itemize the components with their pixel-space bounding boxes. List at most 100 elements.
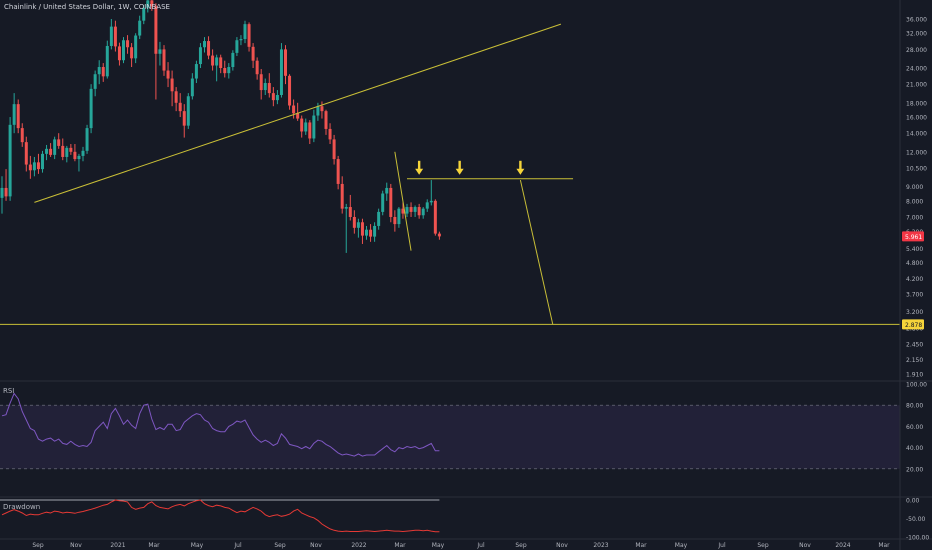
candle-body <box>178 102 182 112</box>
rsi-pane <box>0 392 900 470</box>
time-axis-label: Mar <box>878 542 890 549</box>
candle-body <box>251 46 255 61</box>
candle-body <box>170 78 174 92</box>
time-axis-label: Sep <box>274 542 286 549</box>
candle-body <box>365 229 368 236</box>
candle-body <box>389 187 393 217</box>
candle-body <box>203 41 206 48</box>
last-price-text: 5.961 <box>905 234 922 241</box>
candle-body <box>320 106 324 112</box>
candle-body <box>308 122 312 139</box>
level-price-text: 2.878 <box>905 322 922 329</box>
candle-body <box>219 57 223 69</box>
drawdown-axis-label: 0.00 <box>906 498 920 505</box>
candle-body <box>267 83 271 94</box>
price-axis-label: 24.000 <box>906 66 927 73</box>
candle-body <box>49 148 53 155</box>
candle-body <box>336 159 340 184</box>
drawdown-line <box>1 499 440 533</box>
time-axis-label: Sep <box>515 542 527 549</box>
candle-body <box>109 26 113 46</box>
candle-body <box>190 78 194 97</box>
price-axis-label: 32.000 <box>906 31 927 38</box>
drawdown-pane <box>0 499 440 533</box>
candle-body <box>130 47 134 59</box>
time-axis-label: Jul <box>476 542 485 549</box>
arrow-shaft <box>458 160 461 170</box>
candle-body <box>296 113 300 119</box>
candle-body <box>324 111 328 129</box>
time-axis-label: Sep <box>32 542 44 549</box>
price-axis-label: 4.200 <box>906 276 923 283</box>
candle-body <box>182 111 186 126</box>
candle-body <box>150 0 154 7</box>
price-axis-label: 3.700 <box>906 292 923 299</box>
candle-body <box>12 104 16 125</box>
candle-body <box>405 207 409 214</box>
time-axis-label: 2022 <box>351 542 366 549</box>
candle-body <box>28 164 32 171</box>
candle-body <box>284 49 287 76</box>
candle-body <box>53 139 57 155</box>
drop-line-left <box>394 151 412 251</box>
candle-body <box>77 155 81 160</box>
price-pane <box>0 0 900 325</box>
candle-body <box>300 118 304 132</box>
candle-body <box>146 0 150 8</box>
candle-body <box>352 216 356 228</box>
candle-body <box>211 55 215 66</box>
time-axis-label: Nov <box>70 542 82 549</box>
time-axis-label: 2021 <box>110 542 125 549</box>
candle-body <box>57 139 61 146</box>
candle-body <box>401 208 405 214</box>
candle-body <box>235 40 239 53</box>
candle-body <box>433 200 437 234</box>
down-arrow-icon <box>516 168 525 175</box>
candle-body <box>97 67 101 75</box>
candle-body <box>373 225 377 237</box>
time-axis-label: Mar <box>148 542 160 549</box>
candle-body <box>377 211 381 226</box>
candle-body <box>360 222 364 236</box>
price-axis-label: 16.000 <box>906 115 927 122</box>
candle-body <box>429 200 433 203</box>
candle-body <box>409 207 413 212</box>
time-axis-label: Mar <box>394 542 406 549</box>
candle-body <box>41 153 44 170</box>
time-axis-label: Nov <box>556 542 568 549</box>
candle-body <box>8 124 12 197</box>
candle-body <box>89 88 93 129</box>
price-axis-label: 10.500 <box>906 165 927 172</box>
rsi-axis-label: 60.00 <box>906 424 923 431</box>
price-axis-label: 28.000 <box>906 47 927 54</box>
candle-body <box>421 208 425 216</box>
time-axis-label: 2024 <box>835 542 850 549</box>
candle-body <box>101 67 105 77</box>
price-axis-label: 18.000 <box>906 100 927 107</box>
time-axis-label: 2023 <box>593 542 608 549</box>
drawdown-label: Drawdown <box>3 503 41 511</box>
time-axis-label: May <box>675 542 688 549</box>
price-axis-label: 7.000 <box>906 214 923 221</box>
time-axis-label: Sep <box>757 542 769 549</box>
candle-body <box>198 47 202 65</box>
candle-body <box>207 41 211 56</box>
drawdown-axis-label: -50.00 <box>906 516 926 523</box>
candle-body <box>215 57 219 66</box>
candle-body <box>36 162 40 170</box>
candle-body <box>45 148 49 154</box>
down-arrow-icon <box>455 168 464 175</box>
candle-body <box>186 96 190 126</box>
price-axis-label: 1.910 <box>906 372 923 379</box>
price-axis-label: 8.000 <box>906 198 923 205</box>
candle-body <box>332 139 336 160</box>
candle-body <box>263 83 267 91</box>
candle-body <box>316 106 320 116</box>
candle-body <box>16 104 20 129</box>
candle-body <box>348 207 352 217</box>
time-axis-label: Jul <box>717 542 726 549</box>
candle-body <box>174 91 178 103</box>
candle-body <box>425 202 429 209</box>
